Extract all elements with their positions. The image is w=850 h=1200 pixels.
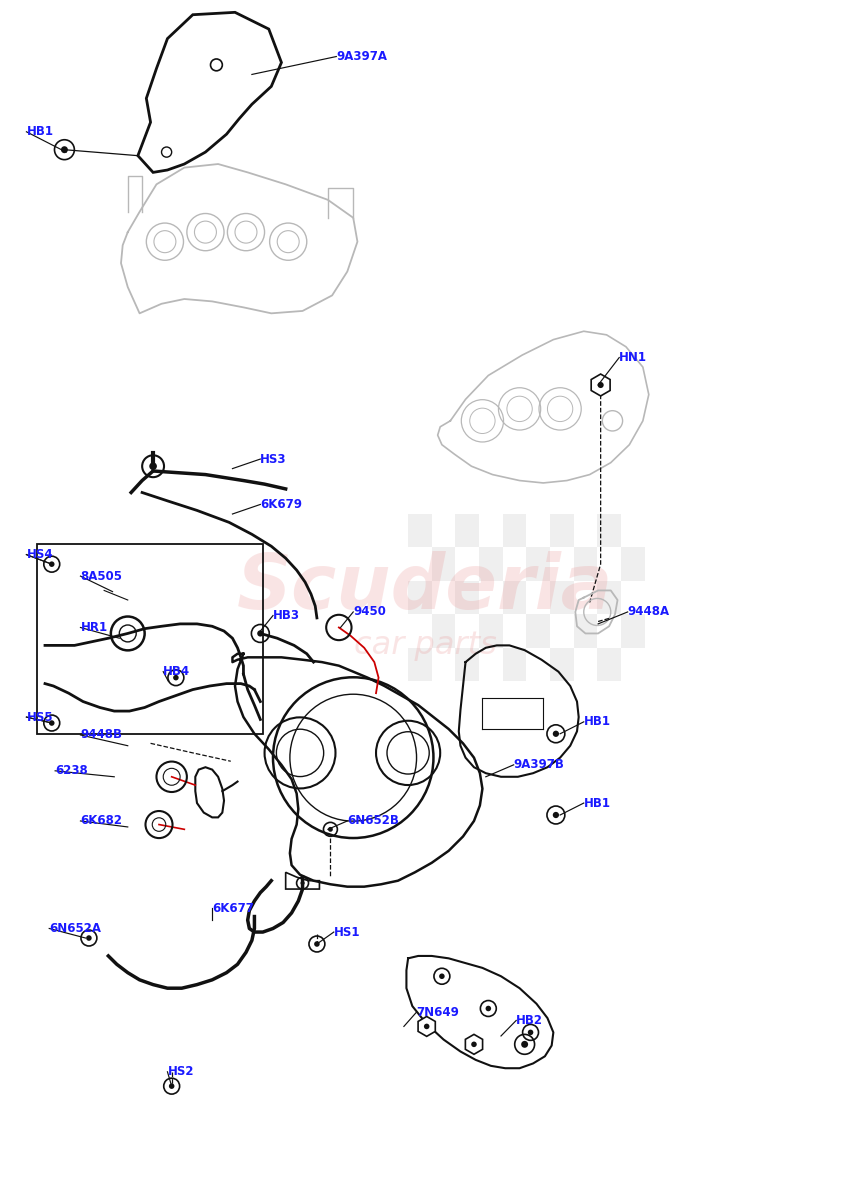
Circle shape (49, 562, 54, 566)
Text: 6238: 6238 (55, 764, 88, 778)
Polygon shape (592, 374, 610, 396)
Circle shape (328, 827, 333, 832)
Circle shape (521, 1040, 528, 1048)
Bar (574, 614, 598, 648)
Bar (408, 581, 432, 614)
Circle shape (169, 1084, 174, 1088)
Circle shape (49, 720, 54, 726)
Circle shape (86, 935, 92, 941)
Text: HR1: HR1 (81, 620, 108, 634)
Bar (479, 547, 502, 581)
Text: HN1: HN1 (619, 352, 647, 364)
Text: 9448B: 9448B (81, 728, 122, 742)
Circle shape (424, 1024, 429, 1030)
Bar (408, 648, 432, 682)
Bar (502, 581, 526, 614)
Text: 6N652A: 6N652A (49, 922, 101, 935)
Bar (408, 514, 432, 547)
Circle shape (314, 941, 320, 947)
Text: 6N652B: 6N652B (348, 815, 400, 828)
Text: 8A505: 8A505 (81, 570, 122, 583)
Polygon shape (465, 1034, 483, 1055)
Text: 9A397A: 9A397A (337, 50, 388, 64)
Circle shape (439, 973, 445, 979)
Bar (550, 648, 574, 682)
Bar (598, 514, 620, 547)
Bar (479, 614, 502, 648)
Circle shape (485, 1006, 491, 1012)
Text: HB3: HB3 (273, 610, 300, 622)
Text: HS1: HS1 (334, 925, 360, 938)
Circle shape (173, 674, 178, 680)
Bar (502, 514, 526, 547)
Bar (526, 614, 550, 648)
Polygon shape (418, 1016, 435, 1037)
Circle shape (61, 146, 68, 154)
Bar (37, 544, 263, 733)
Bar (526, 547, 550, 581)
Text: 6K679: 6K679 (260, 498, 303, 511)
Bar (456, 581, 479, 614)
Text: 9A397B: 9A397B (513, 758, 564, 772)
Text: 6K682: 6K682 (81, 815, 122, 828)
Circle shape (598, 382, 604, 388)
Bar (598, 648, 620, 682)
Circle shape (552, 812, 559, 818)
Bar (550, 581, 574, 614)
Bar (502, 648, 526, 682)
Text: HS5: HS5 (26, 710, 53, 724)
Circle shape (528, 1030, 533, 1036)
Bar (620, 547, 644, 581)
Text: HB2: HB2 (516, 1014, 543, 1027)
Text: HS2: HS2 (167, 1066, 194, 1079)
Bar (620, 614, 644, 648)
Bar (550, 514, 574, 547)
Bar (598, 581, 620, 614)
Bar (456, 514, 479, 547)
Text: 9448A: 9448A (627, 606, 670, 618)
Text: 6K677: 6K677 (212, 901, 254, 914)
Text: Scuderia: Scuderia (237, 551, 613, 625)
Circle shape (258, 630, 264, 636)
Bar (432, 614, 456, 648)
Circle shape (471, 1042, 477, 1048)
Bar (456, 648, 479, 682)
Text: HB1: HB1 (584, 797, 611, 810)
Circle shape (150, 462, 157, 470)
Text: 9450: 9450 (354, 606, 386, 618)
Text: HS3: HS3 (260, 452, 286, 466)
Text: car parts: car parts (354, 630, 496, 661)
Text: HB1: HB1 (584, 715, 611, 728)
Text: HB4: HB4 (163, 665, 190, 678)
Bar (574, 547, 598, 581)
Bar (432, 547, 456, 581)
Text: 7N649: 7N649 (416, 1006, 460, 1019)
Text: HS4: HS4 (26, 548, 53, 562)
Circle shape (300, 881, 304, 886)
Circle shape (552, 731, 559, 737)
Text: HB1: HB1 (26, 125, 54, 138)
